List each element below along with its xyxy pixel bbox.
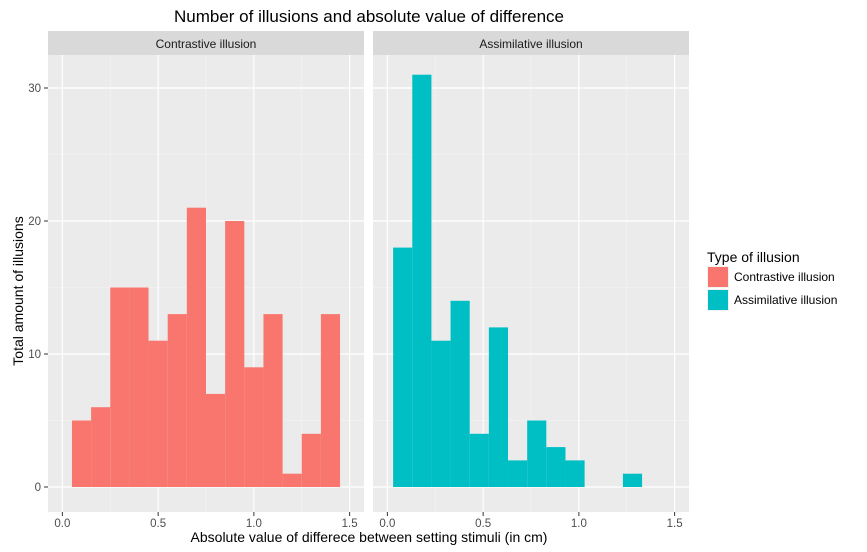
- histogram-bar: [263, 314, 283, 487]
- panel-strip-label: Contrastive illusion: [156, 37, 257, 51]
- legend-key-swatch: [708, 290, 728, 310]
- histogram-bar: [565, 460, 585, 487]
- x-tick-label: 1.0: [571, 518, 587, 530]
- histogram-bar: [167, 314, 187, 487]
- histogram-bar: [91, 407, 111, 487]
- histogram-bar: [148, 340, 168, 487]
- histogram-bar: [469, 433, 489, 487]
- x-tick-label: 0.5: [150, 518, 166, 530]
- y-tick-label: 30: [28, 83, 41, 95]
- histogram-bar: [393, 247, 413, 487]
- histogram-bar: [431, 340, 451, 487]
- histogram-bar: [129, 287, 149, 487]
- legend-label: Contrastive illusion: [734, 270, 835, 284]
- histogram-bar: [282, 473, 302, 487]
- y-tick-label: 10: [28, 349, 41, 361]
- x-tick-label: 0.0: [379, 518, 395, 530]
- x-tick-label: 0.5: [475, 518, 491, 530]
- chart-title: Number of illusions and absolute value o…: [174, 7, 564, 26]
- legend-key-swatch: [708, 267, 728, 287]
- panel-contrastive: Contrastive illusion 0.0 0.5 1.0 1.5 0 10 20 30: [28, 31, 364, 530]
- histogram-bar: [206, 393, 226, 487]
- x-tick-label: 0.0: [54, 518, 70, 530]
- panel-strip-label: Assimilative illusion: [479, 37, 582, 51]
- panel-strip: [373, 31, 689, 55]
- y-tick-label: 0: [35, 482, 41, 494]
- histogram-bar: [622, 473, 643, 487]
- histogram-bar: [320, 314, 341, 487]
- legend: Type of illusion Contrastive illusion Ass…: [707, 249, 837, 311]
- histogram-bar: [244, 367, 264, 487]
- x-tick-label: 1.5: [667, 518, 683, 530]
- legend-title: Type of illusion: [707, 249, 800, 265]
- histogram-bar: [110, 287, 130, 487]
- legend-label: Assimilative illusion: [734, 293, 837, 307]
- histogram-bar: [488, 327, 509, 487]
- histogram-bar: [412, 74, 432, 487]
- y-axis-title: Total amount of illusions: [10, 216, 26, 365]
- histogram-bar: [527, 420, 547, 487]
- x-axis-title: Absolute value of differece between sett…: [191, 529, 548, 545]
- histogram-bar: [301, 433, 321, 487]
- panel-assimilative: Assimilative illusion 0.0 0.5 1.0 1.5: [373, 31, 689, 530]
- histogram-bar: [450, 300, 470, 487]
- histogram-bar: [508, 460, 528, 487]
- histogram-bar: [546, 447, 566, 487]
- x-tick-label: 1.0: [246, 518, 262, 530]
- x-tick-label: 1.5: [342, 518, 358, 530]
- histogram-bar: [71, 420, 92, 487]
- y-tick-label: 20: [28, 216, 41, 228]
- histogram-bar: [225, 221, 245, 487]
- panel-strip: [48, 31, 364, 55]
- histogram-bar: [186, 207, 206, 487]
